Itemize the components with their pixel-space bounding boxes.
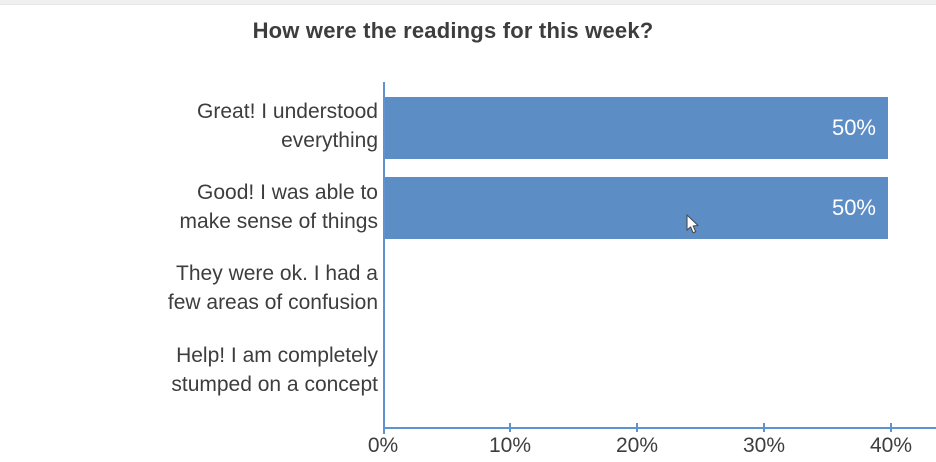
- category-label-line: stumped on a concept: [171, 373, 378, 396]
- window-top-strip: [0, 0, 936, 5]
- category-label-line: They were ok. I had a: [176, 262, 378, 285]
- x-axis-tick-label: 10%: [488, 434, 532, 457]
- x-axis-tick-mark: [636, 423, 638, 432]
- bar-good: 50%: [385, 177, 888, 239]
- x-axis-tick-label: 40%: [869, 434, 913, 457]
- x-axis-tick-label: 0%: [367, 434, 399, 457]
- x-axis-tick-mark: [763, 423, 765, 432]
- x-axis-line: [383, 427, 936, 429]
- x-axis-tick-label: 20%: [615, 434, 659, 457]
- category-label-line: everything: [281, 129, 378, 152]
- bar-value-label: 50%: [831, 115, 876, 140]
- x-axis-tick-label: 30%: [742, 434, 786, 457]
- x-axis-tick-mark: [890, 423, 892, 432]
- category-label-line: Help! I am completely: [176, 344, 378, 367]
- category-label-ok: They were ok. I had a few areas of confu…: [48, 259, 378, 317]
- mouse-cursor-icon: [686, 214, 699, 234]
- category-label-line: few areas of confusion: [167, 291, 378, 314]
- bar-value-label: 50%: [831, 195, 876, 220]
- category-label-line: make sense of things: [179, 210, 378, 233]
- bar-great: 50%: [385, 97, 888, 159]
- chart-title: How were the readings for this week?: [252, 18, 654, 43]
- category-label-line: Great! I understood: [197, 100, 378, 123]
- category-label-line: Good! I was able to: [197, 181, 378, 204]
- category-label-good: Good! I was able to make sense of things: [48, 178, 378, 236]
- category-label-great: Great! I understood everything: [48, 97, 378, 155]
- y-axis-line: [383, 82, 385, 434]
- x-axis-tick-mark: [509, 423, 511, 432]
- category-label-help: Help! I am completely stumped on a conce…: [48, 341, 378, 399]
